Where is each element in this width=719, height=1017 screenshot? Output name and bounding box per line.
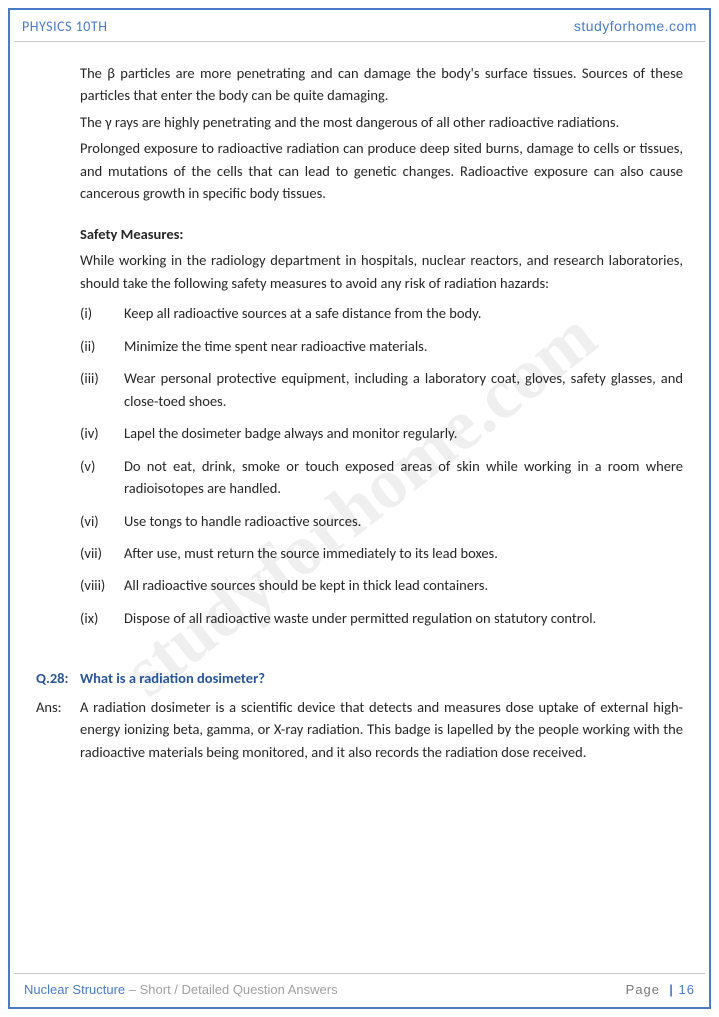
item-text: Lapel the dosimeter badge always and mon… xyxy=(124,422,683,444)
list-item: (vi) Use tongs to handle radioactive sou… xyxy=(80,510,683,532)
list-item: (iv) Lapel the dosimeter badge always an… xyxy=(80,422,683,444)
page-content: studyforhome.com The β particles are mor… xyxy=(14,42,705,973)
item-text: Wear personal protective equipment, incl… xyxy=(124,367,683,412)
list-item: (i) Keep all radioactive sources at a sa… xyxy=(80,302,683,324)
answer-text: A radiation dosimeter is a scientific de… xyxy=(80,696,683,763)
list-item: (ix) Dispose of all radioactive waste un… xyxy=(80,607,683,629)
header-subject: PHYSICS 10TH xyxy=(22,18,107,35)
item-number: (vii) xyxy=(80,542,124,564)
paragraph: The β particles are more penetrating and… xyxy=(80,62,683,107)
footer-topic: Nuclear Structure – Short / Detailed Que… xyxy=(24,982,338,997)
header-site: studyforhome.com xyxy=(574,18,697,34)
question-text: What is a radiation dosimeter? xyxy=(80,667,683,689)
item-text: All radioactive sources should be kept i… xyxy=(124,574,683,596)
body-text: The β particles are more penetrating and… xyxy=(80,62,683,763)
footer-page: Page | 16 xyxy=(626,982,695,997)
section-intro: While working in the radiology departmen… xyxy=(80,249,683,294)
list-item: (ii) Minimize the time spent near radioa… xyxy=(80,335,683,357)
item-number: (v) xyxy=(80,455,124,500)
list-item: (vii) After use, must return the source … xyxy=(80,542,683,564)
page-header: PHYSICS 10TH studyforhome.com xyxy=(14,14,705,42)
page-number: 16 xyxy=(679,982,695,997)
item-number: (iii) xyxy=(80,367,124,412)
list-item: (viii) All radioactive sources should be… xyxy=(80,574,683,596)
page-container: PHYSICS 10TH studyforhome.com studyforho… xyxy=(14,14,705,1003)
page-footer: Nuclear Structure – Short / Detailed Que… xyxy=(14,973,705,1003)
item-text: Keep all radioactive sources at a safe d… xyxy=(124,302,683,324)
question-block: Q.28: What is a radiation dosimeter? xyxy=(36,667,683,689)
item-text: After use, must return the source immedi… xyxy=(124,542,683,564)
footer-subtitle: – Short / Detailed Question Answers xyxy=(125,982,337,997)
question-number: Q.28: xyxy=(36,667,80,689)
page-word: Page xyxy=(626,982,660,997)
item-number: (iv) xyxy=(80,422,124,444)
item-number: (viii) xyxy=(80,574,124,596)
safety-measures-list: (i) Keep all radioactive sources at a sa… xyxy=(80,302,683,629)
page-bar: | xyxy=(665,982,679,997)
item-text: Dispose of all radioactive waste under p… xyxy=(124,607,683,629)
item-number: (ii) xyxy=(80,335,124,357)
footer-topic-name: Nuclear Structure xyxy=(24,982,125,997)
paragraph: Prolonged exposure to radioactive radiat… xyxy=(80,137,683,204)
answer-block: Ans: A radiation dosimeter is a scientif… xyxy=(36,696,683,763)
item-text: Use tongs to handle radioactive sources. xyxy=(124,510,683,532)
paragraph: The γ rays are highly penetrating and th… xyxy=(80,111,683,133)
item-number: (vi) xyxy=(80,510,124,532)
item-text: Do not eat, drink, smoke or touch expose… xyxy=(124,455,683,500)
section-heading: Safety Measures: xyxy=(80,223,683,245)
answer-label: Ans: xyxy=(36,696,80,763)
item-number: (i) xyxy=(80,302,124,324)
list-item: (v) Do not eat, drink, smoke or touch ex… xyxy=(80,455,683,500)
item-text: Minimize the time spent near radioactive… xyxy=(124,335,683,357)
list-item: (iii) Wear personal protective equipment… xyxy=(80,367,683,412)
item-number: (ix) xyxy=(80,607,124,629)
